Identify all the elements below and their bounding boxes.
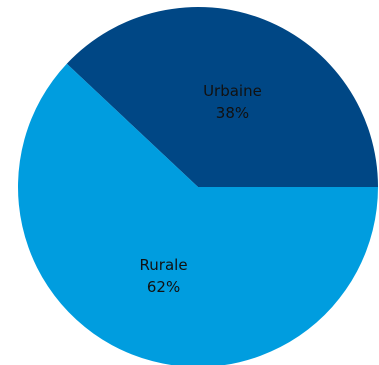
slice-category-label: Rurale: [140, 256, 188, 274]
slice-category-label: Urbaine: [203, 82, 262, 100]
pie-labels: Urbaine 38% Rurale 62%: [140, 82, 262, 296]
pie-label-urbaine: Urbaine 38%: [203, 82, 262, 122]
slice-value-label: 62%: [147, 278, 180, 296]
slice-value-label: 38%: [216, 104, 249, 122]
pie-label-rurale: Rurale 62%: [140, 256, 188, 296]
pie-slice-rurale: [18, 63, 378, 365]
pie-slice-urbaine: [66, 6, 378, 188]
pie-slices: [18, 6, 378, 365]
